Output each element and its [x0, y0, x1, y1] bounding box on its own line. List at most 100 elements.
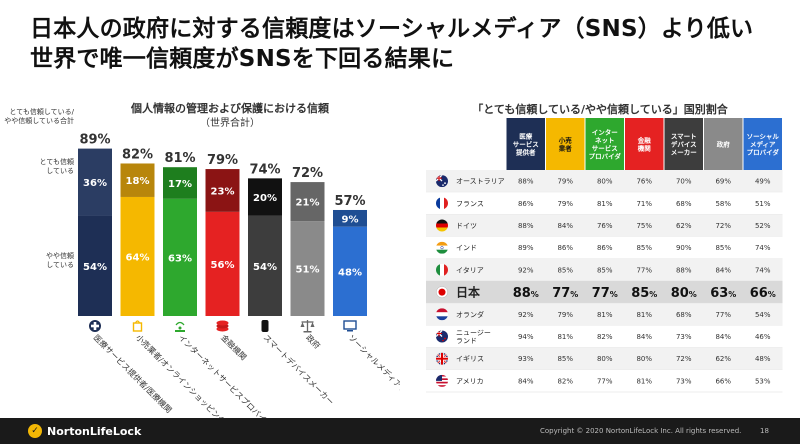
table-cell: 88% — [676, 266, 692, 274]
column-header: スマートデバイスメーカー — [664, 118, 703, 170]
right-chart-title: 「とても信頼している/やや信頼している」国別割合 — [472, 103, 728, 116]
table-cell: 72% — [715, 222, 731, 230]
row-label-somewhat: やや信頼 している — [46, 252, 74, 269]
data-label-total: 79% — [207, 153, 238, 168]
table-cell: 80% — [636, 355, 652, 363]
column-header-label: 金融 — [637, 136, 652, 145]
table-cell: 69% — [715, 178, 731, 186]
slide-title: 日本人の政府に対する信頼度はソーシャルメディア（SNS）より低い 世界で唯一信頼… — [30, 14, 780, 74]
data-label-somewhat: 48% — [338, 267, 362, 278]
data-label-very: 36% — [83, 178, 107, 189]
data-label-somewhat: 64% — [126, 252, 150, 263]
table-cell: 81% — [597, 311, 613, 319]
column-header-label: 提供者 — [516, 148, 536, 157]
scales-icon — [300, 320, 315, 333]
column-header-label: プロバイダ — [747, 148, 780, 157]
table-cell: 68% — [676, 311, 692, 319]
table-cell: 77% — [592, 286, 618, 301]
table-cell: 76% — [597, 222, 613, 230]
table-cell: 80% — [597, 178, 613, 186]
shopping-bag-icon — [132, 320, 143, 332]
bar-group: 23%56%79%金融機関 — [205, 153, 249, 362]
table-cell: 79% — [557, 311, 573, 319]
column-header: インターネットサービスプロバイダ — [585, 118, 624, 170]
country-name: アメリカ — [456, 377, 484, 385]
table-cell: 92% — [518, 266, 534, 274]
table-cell: 51% — [755, 200, 771, 208]
table-cell: 70% — [676, 178, 692, 186]
table-cell: 92% — [518, 311, 534, 319]
column-header-label: デバイス — [671, 140, 697, 149]
column-header-label: 業者 — [558, 144, 573, 153]
table-row: ドイツ 88% 84% 76% 75% 62% 72% 52% — [426, 214, 783, 237]
left-chart-subtitle: （世界合計） — [200, 118, 260, 129]
data-label-somewhat: 54% — [253, 262, 277, 273]
table-cell: 79% — [557, 200, 573, 208]
data-label-total: 81% — [164, 151, 195, 166]
table-cell: 75% — [636, 222, 652, 230]
table-cell: 54% — [755, 311, 771, 319]
table-cell: 73% — [676, 333, 692, 341]
table-cell: 74% — [755, 244, 771, 252]
bar-very — [78, 148, 112, 216]
column-header-label: メディア — [750, 140, 776, 149]
bar-very — [205, 169, 240, 212]
table-cell: 90% — [676, 244, 692, 252]
country-name: ニュージー — [456, 329, 491, 337]
medical-cross-icon — [89, 320, 101, 332]
bar-very — [290, 182, 325, 222]
table-row: オーストラリア 88% 79% 80% 76% 70% 69% 49% — [426, 170, 783, 193]
row-label-very: とても信頼 している — [39, 158, 74, 175]
bar-somewhat — [78, 215, 112, 316]
bar-very — [163, 167, 197, 199]
footer-bar: ✓ NortonLifeLock Copyright © 2020 Norton… — [0, 418, 800, 444]
column-header: 医療サービス提供者 — [506, 118, 545, 170]
australia-flag-icon — [436, 175, 448, 188]
column-header-label: 小売 — [558, 136, 573, 145]
check-icon: ✓ — [28, 424, 42, 438]
country-name: イタリア — [456, 265, 484, 274]
table-cell: 77% — [597, 377, 613, 385]
table-cell: 81% — [557, 333, 573, 341]
table-row: イギリス 93% 85% 80% 80% 72% 62% 48% — [426, 347, 783, 371]
column-header: 小売業者 — [546, 118, 585, 170]
table-cell: 66% — [750, 286, 776, 301]
country-name: ドイツ — [456, 222, 477, 230]
bar-somewhat — [333, 226, 367, 316]
logo-text: NortonLifeLock — [47, 424, 142, 438]
country-trust-table: 医療サービス提供者小売業者インターネットサービスプロバイダ金融機関スマートデバイ… — [426, 118, 783, 393]
table-cell: 84% — [557, 222, 573, 230]
new-zealand-flag-icon — [436, 330, 448, 343]
table-cell: 84% — [518, 377, 534, 385]
copyright-text: Copyright © 2020 NortonLifeLock Inc. All… — [540, 427, 742, 435]
table-cell: 73% — [676, 377, 692, 385]
table-cell: 81% — [636, 377, 652, 385]
country-name: 日本 — [456, 285, 480, 300]
column-header-label: スマート — [671, 133, 697, 141]
data-label-very: 18% — [126, 176, 150, 187]
usa-flag-icon — [436, 374, 448, 387]
page-number: 18 — [760, 427, 769, 435]
table-cell: 80% — [597, 355, 613, 363]
table-cell: 46% — [755, 333, 771, 341]
bar-somewhat — [248, 215, 282, 316]
table-cell: 85% — [597, 266, 613, 274]
table-cell: 52% — [755, 222, 771, 230]
table-cell: 85% — [631, 286, 657, 301]
bar-somewhat — [205, 211, 240, 316]
table-cell: 88% — [518, 222, 534, 230]
table-cell: 85% — [557, 266, 573, 274]
column-header-label: サービス — [592, 144, 618, 153]
table-cell: 94% — [518, 333, 534, 341]
bar-somewhat — [163, 198, 197, 316]
wireless-signal-icon — [175, 321, 185, 332]
column-header: ソーシャルメディアプロバイダ — [743, 118, 782, 170]
data-label-very: 9% — [342, 214, 359, 225]
data-label-somewhat: 63% — [168, 253, 192, 264]
table-cell: 81% — [597, 200, 613, 208]
data-label-total: 82% — [122, 147, 153, 162]
bar-very — [333, 209, 367, 227]
table-cell: 53% — [755, 377, 771, 385]
table-cell: 77% — [715, 311, 731, 319]
table-cell: 86% — [557, 244, 573, 252]
